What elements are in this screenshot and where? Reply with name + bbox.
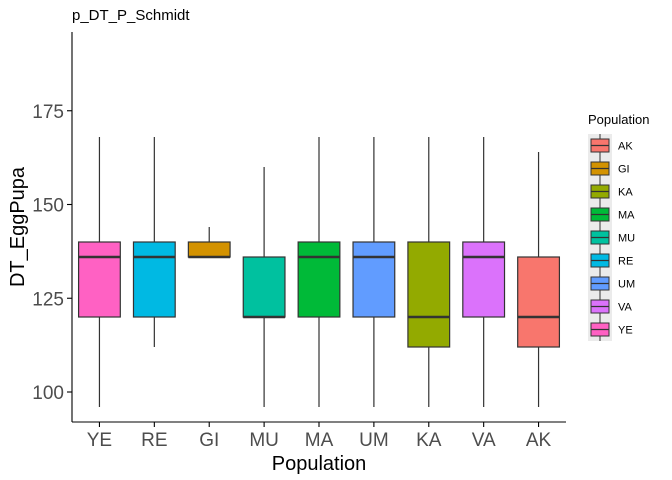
box-body bbox=[407, 241, 451, 348]
legend-item-ka: KA bbox=[590, 180, 633, 203]
legend-item-label: RE bbox=[618, 256, 633, 268]
box-ak bbox=[517, 152, 561, 407]
legend-item-label: KA bbox=[618, 187, 633, 199]
box-body bbox=[297, 241, 341, 318]
box-mu bbox=[242, 167, 286, 407]
box-body bbox=[352, 241, 396, 318]
y-tick-label: 150 bbox=[32, 196, 64, 217]
legend-item-label: UM bbox=[618, 279, 635, 291]
legend-item-gi: GI bbox=[590, 157, 630, 180]
x-tick-label: RE bbox=[141, 430, 167, 451]
legend-title: Population bbox=[588, 112, 649, 127]
box-body bbox=[132, 241, 176, 318]
box-ye bbox=[77, 137, 121, 407]
y-tick-label: 100 bbox=[32, 383, 64, 404]
x-tick-label: MU bbox=[249, 430, 279, 451]
x-tick-label: VA bbox=[472, 430, 496, 451]
box-body bbox=[242, 256, 286, 318]
box-re bbox=[132, 137, 176, 347]
x-tick-label: MA bbox=[305, 430, 334, 451]
legend-item-label: VA bbox=[618, 302, 633, 314]
box-gi bbox=[187, 227, 231, 259]
legend-item-ye: YE bbox=[590, 318, 633, 341]
chart-title: p_DT_P_Schmidt bbox=[72, 7, 190, 24]
box-body bbox=[77, 241, 121, 318]
legend-item-label: YE bbox=[618, 325, 633, 337]
legend-item-label: AK bbox=[618, 141, 633, 153]
x-tick-label: KA bbox=[416, 430, 442, 451]
legend-item-um: UM bbox=[590, 272, 635, 295]
x-tick-label: GI bbox=[199, 430, 219, 451]
x-tick-label: UM bbox=[359, 430, 389, 451]
legend-item-label: MU bbox=[618, 233, 635, 245]
box-ka bbox=[407, 137, 451, 407]
plot-panel bbox=[77, 137, 561, 407]
legend-item-ma: MA bbox=[590, 203, 635, 226]
box-va bbox=[462, 137, 506, 407]
x-axis-ticks: YE RE GI MU MA UM KA VA AK bbox=[87, 422, 552, 451]
legend-item-label: GI bbox=[618, 164, 630, 176]
legend-item-re: RE bbox=[590, 249, 633, 272]
box-body bbox=[517, 256, 561, 348]
box-ma bbox=[297, 137, 341, 407]
x-tick-label: YE bbox=[87, 430, 112, 451]
y-axis-label: DT_EggPupa bbox=[7, 166, 29, 287]
box-body bbox=[187, 241, 231, 258]
y-axis-ticks: 100 125 150 175 bbox=[32, 102, 72, 404]
x-tick-label: AK bbox=[526, 430, 552, 451]
legend-item-label: MA bbox=[618, 210, 635, 222]
legend-item-ak: AK bbox=[590, 134, 633, 157]
legend: Population AK GI KA MA MU RE UM VA YE bbox=[588, 112, 649, 341]
y-tick-label: 125 bbox=[32, 289, 64, 310]
legend-items: AK GI KA MA MU RE UM VA YE bbox=[588, 134, 635, 341]
x-axis-label: Population bbox=[272, 453, 367, 475]
legend-item-va: VA bbox=[590, 295, 633, 318]
y-tick-label: 175 bbox=[32, 102, 64, 123]
box-um bbox=[352, 137, 396, 407]
legend-item-mu: MU bbox=[590, 226, 635, 249]
box-body bbox=[462, 241, 506, 318]
